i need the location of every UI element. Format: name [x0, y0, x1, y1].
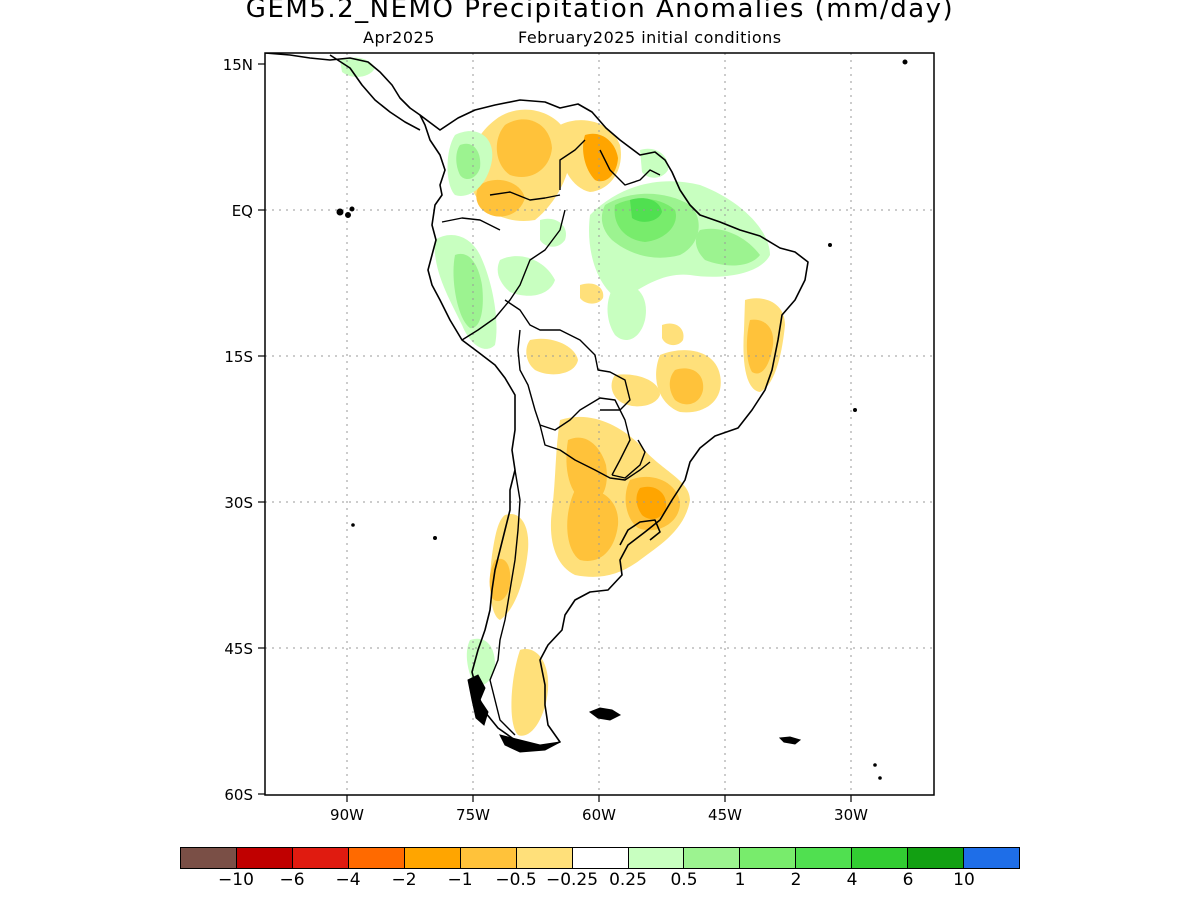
lon-label: 75W: [456, 806, 490, 824]
colorbar-tick-label: 0.5: [670, 870, 698, 890]
wet-anomaly-area: [607, 284, 646, 340]
lat-label: 45S: [224, 640, 253, 658]
map-title: GEM5.2_NEMO Precipitation Anomalies (mm/…: [245, 0, 955, 24]
initial-conditions-label: February2025 initial conditions: [518, 28, 782, 47]
colorbar-swatch: [404, 848, 461, 868]
wet-anomaly-area: [340, 57, 375, 77]
lon-label: 90W: [330, 806, 364, 824]
galapagos-island: [345, 212, 351, 218]
wet-anomaly-area: [695, 228, 760, 266]
lat-label: 30S: [224, 494, 253, 512]
colorbar-swatch: [460, 848, 517, 868]
forecast-month: Apr2025: [363, 28, 435, 47]
coastlines: [265, 53, 809, 749]
lon-label: 45W: [708, 806, 742, 824]
dry-anomaly-area: [636, 486, 667, 520]
colorbar-swatch: [964, 848, 1020, 868]
lon-label: 60W: [582, 806, 616, 824]
dry-anomaly-area: [669, 368, 704, 405]
galapagos-island: [336, 208, 344, 216]
lat-label: 15N: [223, 56, 253, 74]
colorbar-swatch: [796, 848, 853, 868]
country-borders: [441, 139, 661, 736]
latitude-labels: 15N EQ 15S 30S 45S 60S: [223, 56, 253, 804]
colorbar-labels: −10 −6 −4 −2 −1 −0.5 −0.25 0.25 0.5 1 2 4 6 10: [0, 870, 1200, 894]
colorbar-tick-label: −6: [279, 870, 305, 890]
lat-label: 15S: [224, 348, 253, 366]
colorbar-swatch: [516, 848, 573, 868]
wet-anomaly-area: [640, 148, 669, 178]
wet-anomaly-area: [630, 198, 662, 222]
dry-anomaly-area: [746, 319, 774, 374]
dry-anomaly-area: [567, 489, 619, 561]
colorbar-swatch: [572, 848, 629, 868]
colorbar-tick-label: 6: [902, 870, 914, 890]
colorbar-tick-label: −0.5: [495, 870, 537, 890]
colorbar-swatch: [740, 848, 797, 868]
dry-anomaly-area: [566, 437, 607, 503]
anomaly-shading: [340, 57, 785, 736]
colorbar-tick-label: 4: [846, 870, 858, 890]
south-america-coastline: [419, 99, 809, 749]
colorbar-swatch: [628, 848, 685, 868]
chilean-fjords: [467, 674, 489, 726]
colorbar-tick-label: 1: [734, 870, 746, 890]
colorbar-swatch: [292, 848, 349, 868]
colorbar-tick-label: 2: [790, 870, 802, 890]
falkland-islands: [588, 707, 622, 721]
central-america-coastline: [265, 53, 421, 131]
dry-anomaly-area: [511, 649, 549, 736]
lat-label: 60S: [224, 786, 253, 804]
colorbar-tick-label: 0.25: [609, 870, 647, 890]
dry-anomaly-area: [580, 283, 604, 304]
colorbar-swatch: [908, 848, 965, 868]
tierra-del-fuego: [499, 734, 561, 753]
lat-label: EQ: [232, 202, 253, 220]
colorbar-swatch: [236, 848, 293, 868]
colorbar-swatch: [852, 848, 909, 868]
colorbar-tick-label: 10: [953, 870, 975, 890]
lon-label: 30W: [834, 806, 868, 824]
wet-anomaly-area: [497, 256, 555, 296]
wet-anomaly-area: [453, 253, 483, 329]
galapagos-island: [349, 206, 355, 212]
wet-anomaly-area: [466, 638, 495, 685]
wet-anomaly-area: [456, 143, 481, 180]
colorbar-tick-label: −2: [391, 870, 417, 890]
colorbar-tick-label: −1: [447, 870, 473, 890]
wet-anomaly-area: [540, 218, 566, 247]
longitude-labels: 90W 75W 60W 45W 30W: [330, 806, 868, 824]
colorbar-swatch: [181, 848, 237, 868]
dry-anomaly-area: [526, 338, 578, 375]
colorbar: [180, 847, 1020, 869]
south-georgia: [778, 736, 802, 745]
colorbar-swatch: [684, 848, 741, 868]
islands: [336, 59, 908, 780]
dry-anomaly-area: [496, 119, 552, 177]
dry-anomaly-area: [611, 374, 660, 407]
colorbar-tick-label: −10: [218, 870, 254, 890]
dry-anomaly-area: [476, 179, 525, 217]
colorbar-swatch: [348, 848, 405, 868]
colorbar-tick-label: −4: [335, 870, 361, 890]
axis-ticks: [258, 63, 852, 802]
dry-anomaly-area: [662, 323, 684, 346]
colorbar-tick-label: −0.25: [545, 870, 599, 890]
river-plate-estuary: [619, 519, 661, 546]
graticule: [265, 53, 934, 795]
